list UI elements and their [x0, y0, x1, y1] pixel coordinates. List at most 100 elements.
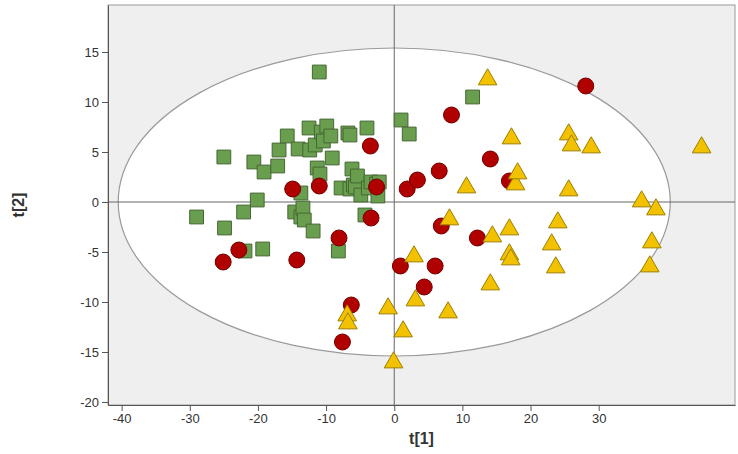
x-tick: 30	[592, 405, 606, 426]
y-tick-label: -15	[80, 345, 99, 360]
x-tick-label: -10	[317, 411, 336, 426]
x-axis: -40-30-20-100102030	[109, 405, 736, 426]
x-tick-mark	[190, 405, 191, 411]
point	[482, 151, 498, 167]
y-tick-mark	[102, 102, 108, 103]
point	[384, 352, 403, 368]
point	[546, 257, 565, 273]
point	[444, 107, 460, 123]
y-tick: 15	[85, 45, 108, 60]
y-tick-mark	[102, 352, 108, 353]
y-tick-mark	[102, 302, 108, 303]
x-tick: -40	[113, 405, 132, 426]
point	[632, 191, 651, 207]
point	[692, 137, 711, 153]
point	[439, 302, 458, 318]
x-axis-line	[109, 405, 736, 406]
point	[362, 138, 378, 154]
point	[457, 177, 476, 193]
point	[257, 165, 271, 179]
point	[440, 209, 459, 225]
point	[334, 334, 350, 350]
point	[311, 178, 327, 194]
x-tick: 0	[391, 405, 398, 426]
chart: -40-30-20-100102030-20-15-10-5051015t[1]…	[0, 0, 738, 454]
point	[360, 121, 374, 135]
point	[548, 212, 567, 228]
point	[643, 232, 662, 248]
point	[559, 180, 578, 196]
point	[466, 90, 480, 104]
point	[562, 135, 581, 151]
x-tick-mark	[394, 405, 395, 411]
point	[250, 193, 264, 207]
series-triangle	[338, 69, 711, 368]
y-tick-label: -10	[80, 295, 99, 310]
x-tick-mark	[326, 405, 327, 411]
point	[218, 221, 232, 235]
x-tick: -20	[249, 405, 268, 426]
point	[431, 163, 447, 179]
point	[312, 65, 326, 79]
x-tick: 20	[524, 405, 538, 426]
point	[302, 121, 316, 135]
point	[285, 181, 301, 197]
series-circle	[215, 78, 594, 350]
y-tick: 5	[92, 145, 108, 160]
point	[280, 129, 294, 143]
y-axis-title: t[2]	[10, 193, 27, 218]
point	[231, 242, 247, 258]
point	[508, 163, 527, 179]
x-tick-label: 20	[524, 411, 538, 426]
point	[271, 159, 285, 173]
point	[379, 298, 398, 314]
point	[363, 210, 379, 226]
y-axis-line	[108, 6, 109, 406]
point	[500, 219, 519, 235]
y-tick: 0	[92, 195, 108, 210]
point	[478, 69, 497, 85]
point	[217, 150, 231, 164]
point	[237, 205, 251, 219]
y-tick-label: 5	[92, 145, 99, 160]
y-tick-mark	[102, 52, 108, 53]
point	[469, 230, 485, 246]
y-tick-mark	[102, 202, 108, 203]
x-tick-mark	[599, 405, 600, 411]
y-tick: -20	[80, 395, 108, 410]
x-tick: -10	[317, 405, 336, 426]
point	[416, 279, 432, 295]
y-tick-label: 15	[85, 45, 99, 60]
point	[559, 124, 578, 140]
y-tick-mark	[102, 402, 108, 403]
point	[339, 313, 358, 329]
y-tick: -15	[80, 345, 108, 360]
plot-background	[108, 5, 735, 405]
y-tick-label: -20	[80, 395, 99, 410]
x-tick-label: 30	[592, 411, 606, 426]
y-axis: -20-15-10-5051015	[80, 6, 108, 410]
x-tick-mark	[531, 405, 532, 411]
plot: -40-30-20-100102030-20-15-10-5051015	[80, 5, 735, 426]
point	[402, 127, 416, 141]
x-tick-label: -20	[249, 411, 268, 426]
x-axis-title: t[1]	[409, 430, 434, 447]
y-tick-mark	[102, 252, 108, 253]
y-tick-label: 0	[92, 195, 99, 210]
point	[542, 234, 561, 250]
point	[331, 230, 347, 246]
center-line-vertical	[394, 5, 395, 405]
point	[502, 128, 521, 144]
x-tick-mark	[122, 405, 123, 411]
x-tick-label: -40	[113, 411, 132, 426]
point	[324, 129, 338, 143]
point	[394, 321, 413, 337]
point	[647, 199, 666, 215]
point	[582, 137, 601, 153]
x-tick: 10	[456, 405, 470, 426]
point	[501, 249, 520, 265]
point	[394, 113, 408, 127]
point	[481, 274, 500, 290]
x-tick-mark	[258, 405, 259, 411]
point	[409, 172, 425, 188]
